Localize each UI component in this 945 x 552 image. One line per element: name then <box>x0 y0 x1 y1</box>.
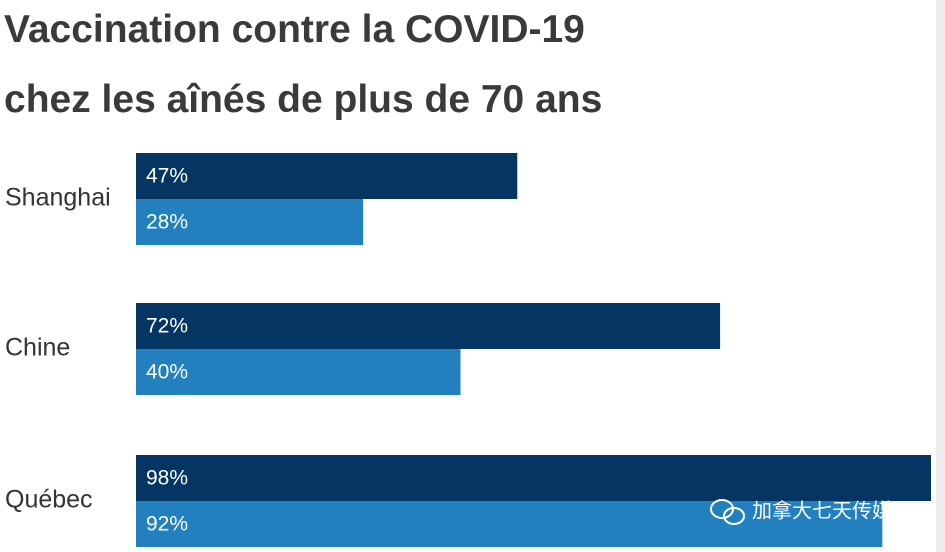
bar <box>136 349 461 395</box>
watermark-icon <box>723 507 745 525</box>
category-label: Shanghai <box>5 184 111 212</box>
value-label: 98% <box>146 467 188 490</box>
bar <box>136 153 518 199</box>
value-label: 28% <box>146 211 188 234</box>
value-label: 47% <box>146 165 188 188</box>
bar <box>136 303 721 349</box>
edge-strip <box>936 0 945 552</box>
value-label: 40% <box>146 361 188 384</box>
chart-title: chez les aînés de plus de 70 ans <box>4 78 602 121</box>
watermark: 加拿大七天传媒 <box>710 498 892 525</box>
value-label: 92% <box>146 513 188 536</box>
bar <box>136 455 931 501</box>
value-label: 72% <box>146 315 188 338</box>
watermark-text: 加拿大七天传媒 <box>752 498 892 522</box>
chart-title: Vaccination contre la COVID-19 <box>4 8 585 51</box>
bars: Shanghai 47% 28% Chine 72% 40% Québec 98% 92% <box>5 153 931 547</box>
bar <box>136 199 364 245</box>
bar <box>136 501 883 547</box>
category-label: Chine <box>5 334 70 362</box>
category-label: Québec <box>5 486 93 514</box>
